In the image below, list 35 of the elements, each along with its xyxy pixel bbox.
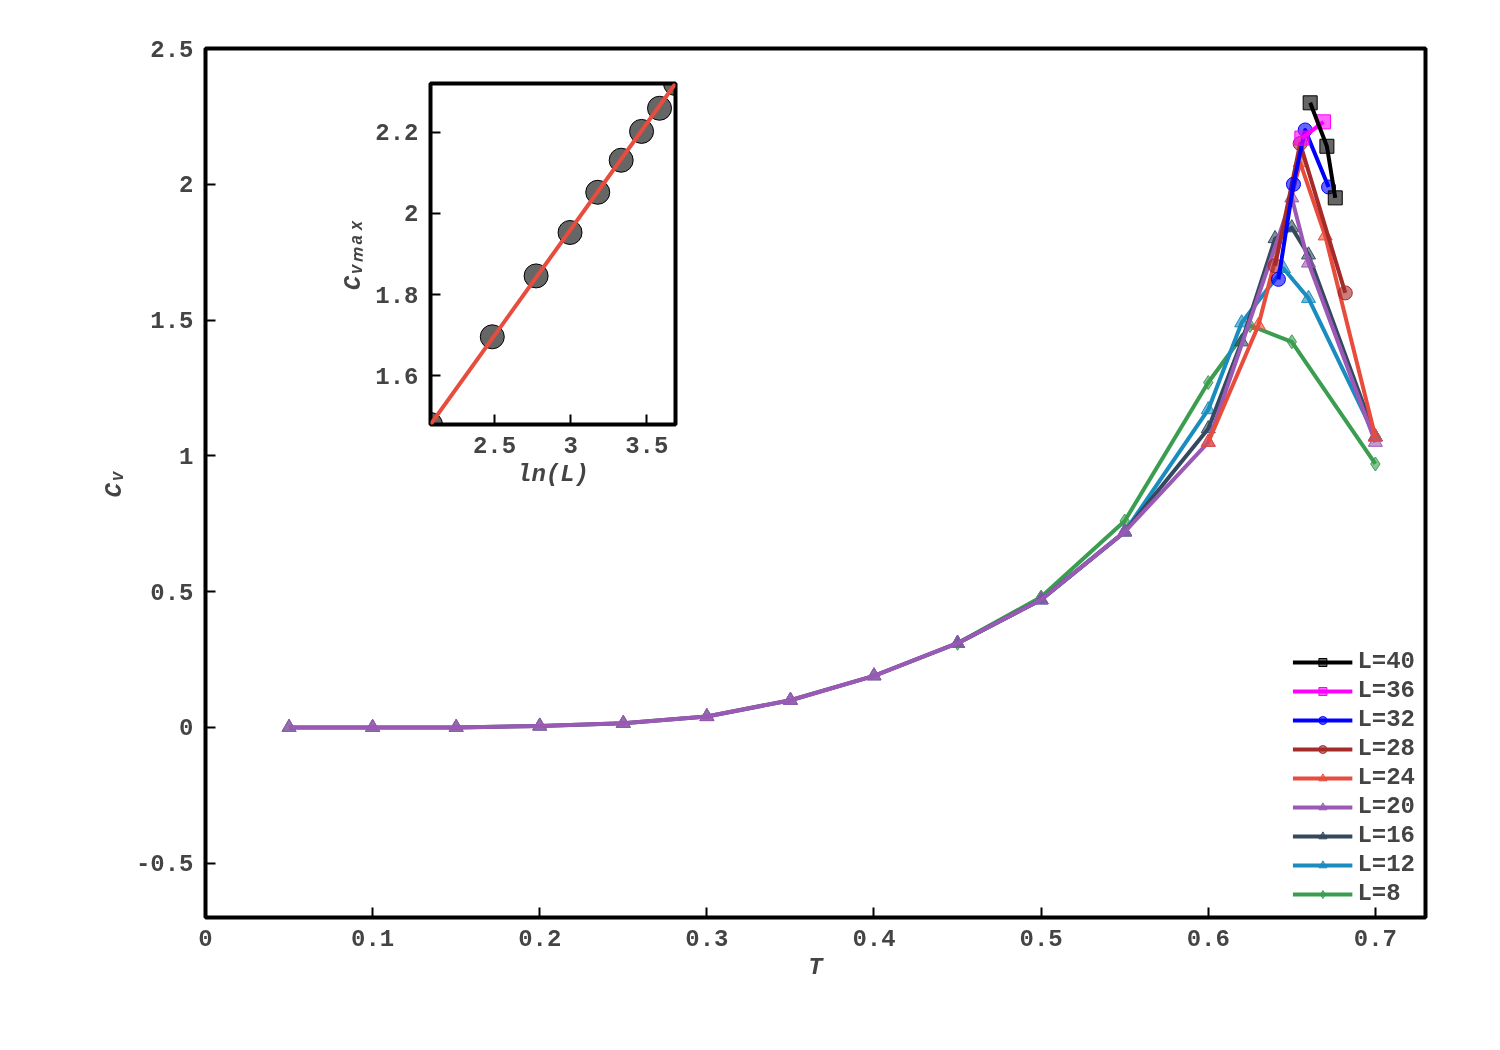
x-tick-label: 0.4 <box>852 925 896 953</box>
x-tick-label: 3.5 <box>625 432 669 460</box>
x-tick-label: 0.5 <box>1019 925 1063 953</box>
legend-label: L=12 <box>1357 851 1415 878</box>
y-tick-label: 1.8 <box>375 282 419 310</box>
x-axis-title: T <box>808 953 825 981</box>
x-tick-label: 0.2 <box>518 925 562 953</box>
y-tick-label: 2 <box>404 201 419 229</box>
y-tick-label: 1.5 <box>150 308 194 336</box>
legend-label: L=24 <box>1357 764 1415 791</box>
y-tick-label: 0.5 <box>150 579 194 607</box>
y-tick-label: 0 <box>179 715 194 743</box>
y-tick-label: 2 <box>179 172 194 200</box>
legend-label: L=16 <box>1357 822 1415 849</box>
y-tick-label: 2.5 <box>150 36 194 64</box>
legend-label: L=8 <box>1357 880 1401 907</box>
x-axis-title: ln(L) <box>516 460 590 488</box>
legend-label: L=40 <box>1357 648 1415 675</box>
x-tick-label: 3 <box>563 432 578 460</box>
x-tick-label: 0.1 <box>351 925 395 953</box>
legend-label: L=36 <box>1357 677 1415 704</box>
y-axis-title: Cᵥₘₐₓ <box>340 217 368 291</box>
legend-label: L=32 <box>1357 706 1415 733</box>
y-tick-label: 1.6 <box>375 363 419 391</box>
x-tick-label: 2.5 <box>472 432 517 460</box>
x-tick-label: 0 <box>198 925 213 953</box>
legend-label: L=20 <box>1357 793 1415 820</box>
x-tick-label: 0.6 <box>1186 925 1230 953</box>
y-tick-label: 2.2 <box>375 120 419 148</box>
legend-label: L=28 <box>1357 735 1415 762</box>
x-tick-label: 0.3 <box>685 925 729 953</box>
y-axis-title: Cᵥ <box>100 468 128 498</box>
x-tick-label: 0.7 <box>1353 925 1397 953</box>
y-tick-label: 1 <box>179 443 194 471</box>
y-tick-label: -0.5 <box>135 851 194 879</box>
